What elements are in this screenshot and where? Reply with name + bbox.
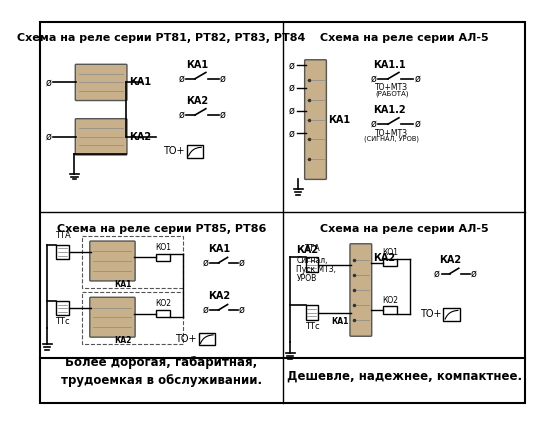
Bar <box>56 301 69 315</box>
Text: Схема на реле серии АЛ-5: Схема на реле серии АЛ-5 <box>320 33 489 42</box>
Text: ø: ø <box>289 83 295 93</box>
Text: ø: ø <box>203 305 209 315</box>
Text: КА2: КА2 <box>296 245 319 255</box>
Text: ø: ø <box>220 110 226 120</box>
Text: (СИГНАЛ, УРОВ): (СИГНАЛ, УРОВ) <box>364 136 419 142</box>
Text: ø: ø <box>415 119 421 129</box>
Text: ø: ø <box>239 258 245 268</box>
Text: КА2: КА2 <box>129 132 151 142</box>
Bar <box>306 306 318 320</box>
Text: КО1: КО1 <box>155 243 171 252</box>
Bar <box>306 258 318 272</box>
Text: ø: ø <box>289 128 295 138</box>
FancyBboxPatch shape <box>90 241 135 281</box>
FancyBboxPatch shape <box>75 119 127 155</box>
Bar <box>198 333 215 345</box>
Text: КА2: КА2 <box>372 253 395 263</box>
Text: ø: ø <box>220 74 226 84</box>
Text: ТТА: ТТА <box>55 231 71 240</box>
Text: КА1.2: КА1.2 <box>374 105 406 115</box>
Text: ø: ø <box>471 269 476 279</box>
Text: Дешевле, надежнее, компактнее.: Дешевле, надежнее, компактнее. <box>287 370 522 382</box>
Bar <box>56 245 69 259</box>
Text: КА1: КА1 <box>328 115 350 125</box>
Text: ø: ø <box>203 258 209 268</box>
Text: ø: ø <box>289 105 295 116</box>
Text: ø: ø <box>289 60 295 70</box>
Text: КА1: КА1 <box>209 244 231 254</box>
FancyBboxPatch shape <box>90 297 135 337</box>
Bar <box>383 259 397 266</box>
Text: ø: ø <box>239 305 245 315</box>
Text: ø: ø <box>415 74 421 84</box>
FancyBboxPatch shape <box>305 60 327 179</box>
Text: Пуск МТЗ,: Пуск МТЗ, <box>296 265 336 274</box>
Bar <box>81 292 183 344</box>
Text: ТТс: ТТс <box>56 317 70 326</box>
Text: ТТА: ТТА <box>304 244 320 253</box>
Text: Сигнал,: Сигнал, <box>296 255 328 264</box>
Bar <box>156 310 170 317</box>
FancyBboxPatch shape <box>75 64 127 101</box>
Bar <box>444 308 460 321</box>
Text: КА2: КА2 <box>114 336 132 345</box>
Text: КА1: КА1 <box>129 77 151 88</box>
Bar <box>81 235 183 288</box>
Text: Схема на реле серии АЛ-5: Схема на реле серии АЛ-5 <box>320 224 489 234</box>
Text: ТО+: ТО+ <box>175 334 197 344</box>
Text: ø: ø <box>371 74 376 84</box>
Text: ø: ø <box>178 110 184 120</box>
Text: КА1.1: КА1.1 <box>374 60 406 70</box>
Text: ø: ø <box>178 74 184 84</box>
Text: КА2: КА2 <box>439 255 461 265</box>
Text: КА2: КА2 <box>186 96 209 106</box>
Text: КА2: КА2 <box>209 291 231 301</box>
Text: ТО+: ТО+ <box>420 309 441 320</box>
Bar <box>187 145 203 158</box>
Text: ТО+МТЗ: ТО+МТЗ <box>375 129 408 138</box>
Bar <box>156 254 170 261</box>
Text: ТТс: ТТс <box>305 322 319 331</box>
Text: ТО+: ТО+ <box>163 146 185 156</box>
Text: ø: ø <box>434 269 440 279</box>
Text: КО1: КО1 <box>382 248 398 258</box>
Text: Схема на реле серии РТ85, РТ86: Схема на реле серии РТ85, РТ86 <box>57 224 266 234</box>
Text: ø: ø <box>46 77 52 88</box>
Text: Схема на реле серии РТ81, РТ82, РТ83, РТ84: Схема на реле серии РТ81, РТ82, РТ83, РТ… <box>17 33 306 42</box>
Text: ø: ø <box>46 132 52 142</box>
Text: Более дорогая, габаритная,
трудоемкая в обслуживании.: Более дорогая, габаритная, трудоемкая в … <box>61 356 262 387</box>
Text: КО2: КО2 <box>155 299 171 308</box>
Text: КА1: КА1 <box>331 317 349 326</box>
Text: КА1: КА1 <box>186 60 209 70</box>
Text: УРОВ: УРОВ <box>296 274 317 283</box>
Text: ТО+МТЗ: ТО+МТЗ <box>375 83 408 92</box>
Text: ø: ø <box>371 119 376 129</box>
Bar <box>383 306 397 314</box>
Text: КА1: КА1 <box>114 280 132 289</box>
Text: КО2: КО2 <box>382 295 398 304</box>
FancyBboxPatch shape <box>350 244 372 336</box>
Text: (РАБОТА): (РАБОТА) <box>375 91 409 97</box>
